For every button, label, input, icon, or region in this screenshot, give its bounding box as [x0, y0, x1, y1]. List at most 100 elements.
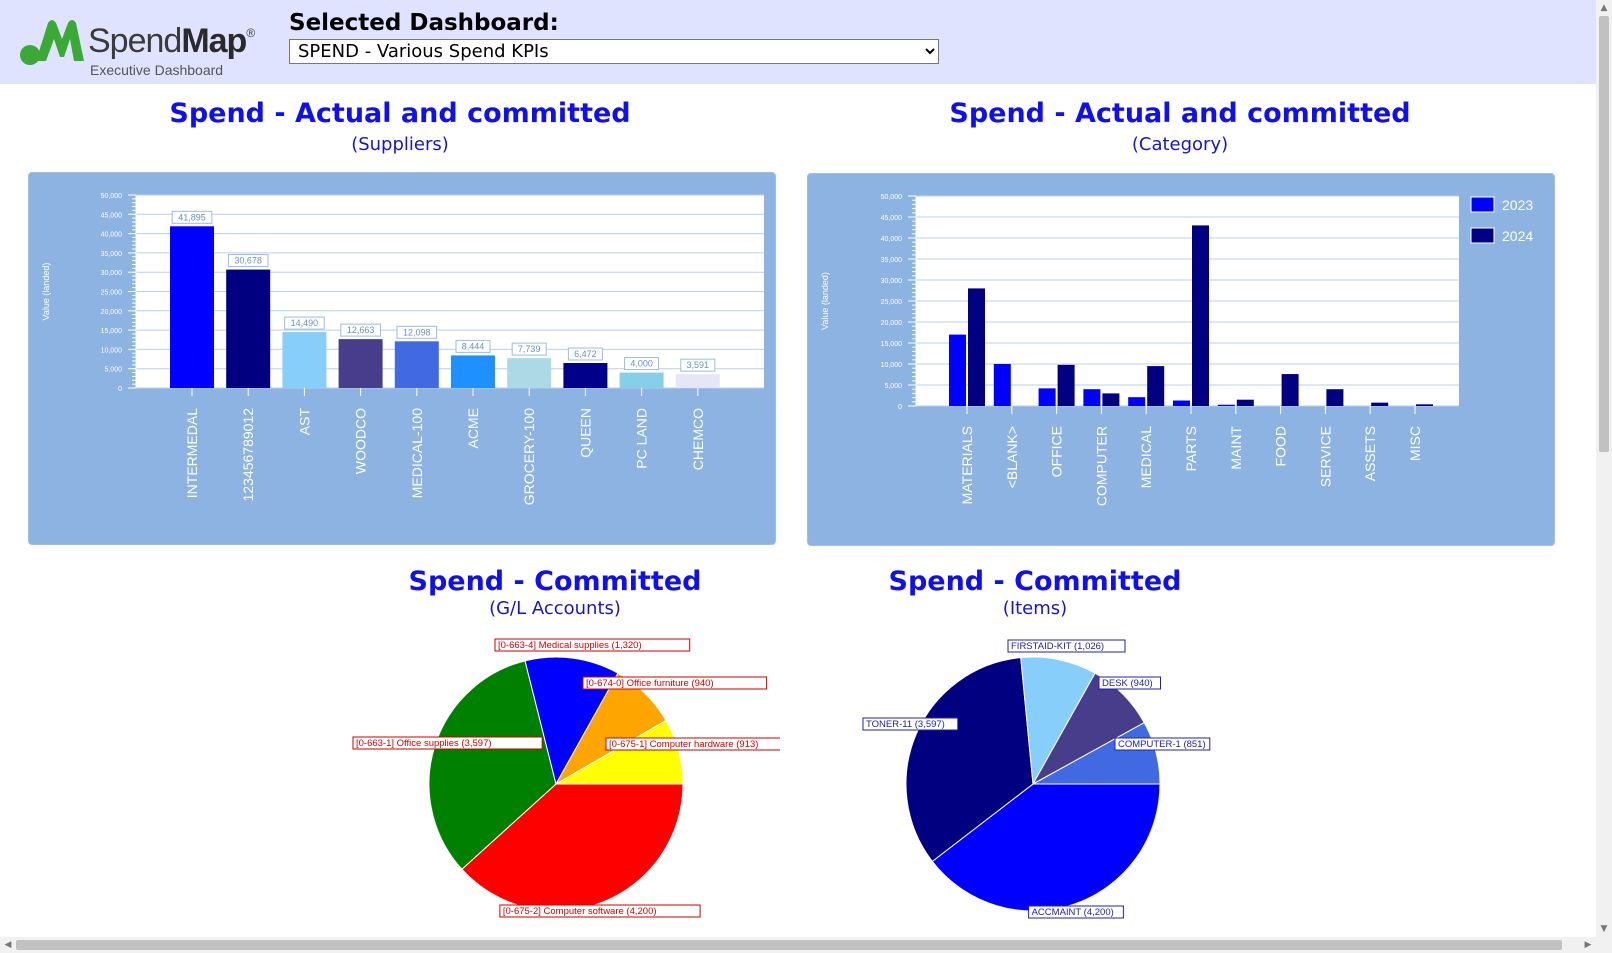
- category-bar-chart: 0 5,000 10,000 15,000 20,000 25,000 30,000 35,0…: [820, 194, 1533, 506]
- y-tick-label: 25,000: [101, 290, 123, 297]
- y-tick-label: 40,000: [101, 232, 123, 239]
- x-category-label-ast: AST: [296, 408, 312, 436]
- pie-label-box: [1028, 905, 1124, 919]
- pie-slice-0-675-2-computer-software-4-200: [461, 783, 684, 912]
- scroll-left-icon[interactable]: ◀: [4, 940, 12, 950]
- pie-label-box: [1114, 737, 1211, 751]
- y-tick-label: 40,000: [881, 236, 903, 243]
- data-label-box: [455, 339, 491, 353]
- bar-intermedal: [170, 226, 214, 388]
- bar-queen: [563, 363, 608, 388]
- suppliers-chart-title: Spend - Actual and committed: [169, 98, 631, 129]
- items-chart-subtitle: (Items): [1002, 598, 1068, 619]
- bar-grocery-100: [507, 358, 552, 388]
- gl-pie-svg: [0-675-2] Computer software (4,200) [0-66…: [352, 638, 780, 918]
- y-tick-label: 5,000: [104, 367, 122, 374]
- legend-swatch-2023: [1470, 196, 1495, 213]
- bar-pc-land: [619, 372, 664, 388]
- spendmap-logo[interactable]: SpendMap® Executive Dashboard: [18, 14, 268, 80]
- logo-mark-icon: [20, 20, 84, 65]
- y-tick-label: 25,000: [881, 299, 903, 306]
- scroll-up-icon[interactable]: ▲: [1600, 3, 1608, 13]
- y-tick-label: 35,000: [101, 251, 123, 258]
- horizontal-scroll-thumb[interactable]: [16, 940, 1562, 950]
- y-tick-label: 30,000: [881, 278, 903, 285]
- x-category-label-misc: MISC: [1407, 426, 1423, 461]
- y-tick-label: 10,000: [881, 362, 903, 369]
- bar-computer-2024: [1102, 393, 1120, 406]
- data-label-medical-100: 12,098: [403, 327, 431, 337]
- y-tick-label: 15,000: [101, 328, 123, 335]
- data-label-intermedal: 41,895: [178, 212, 206, 222]
- gl-pie-chart: [0-675-2] Computer software (4,200) [0-66…: [340, 638, 780, 922]
- bar-chemco: [675, 374, 720, 388]
- logo-wordmark: SpendMap®: [88, 22, 255, 60]
- pie-label-box: [605, 737, 780, 751]
- pie-label-box: [1098, 676, 1161, 690]
- pie-slice-accmaint-4-200: [931, 783, 1161, 912]
- category-chart-title: Spend - Actual and committed: [949, 98, 1411, 129]
- y-tick-label: 45,000: [881, 215, 903, 222]
- pie-label-0-675-1-computer-hardware-913: [0-675-1] Computer hardware (913): [609, 739, 758, 750]
- pie-label-box: [499, 904, 701, 918]
- scroll-right-icon[interactable]: ▶: [1584, 940, 1592, 950]
- suppliers-bar-chart: 0 5,000 10,000 15,000 20,000 25,000 30,000 35,0…: [41, 193, 764, 505]
- items-pie-svg: ACCMAINT (4,200) TONER-11 (3,597) FIRSTAID…: [862, 639, 1211, 919]
- scroll-down-icon[interactable]: ▼: [1600, 924, 1608, 934]
- data-label-ast: 14,490: [291, 318, 319, 328]
- x-category-label-pc-land: PC LAND: [634, 408, 650, 469]
- data-label-acme: 8,444: [462, 341, 485, 351]
- suppliers-chart-panel: 0 5,000 10,000 15,000 20,000 25,000 30,000 35,0…: [28, 172, 776, 545]
- bar-blank-2023: [993, 364, 1011, 406]
- data-label-queen: 6,472: [574, 349, 597, 359]
- selected-dashboard-label: Selected Dashboard:: [289, 10, 559, 36]
- pie-label-toner-11-3-597: TONER-11 (3,597): [866, 719, 945, 730]
- bar-food-2024: [1281, 374, 1299, 406]
- y-axis-label: Value (landed): [820, 272, 830, 330]
- items-pie-chart: ACCMAINT (4,200) TONER-11 (3,597) FIRSTAID…: [850, 638, 1230, 922]
- pie-slice-toner-11-3-597: [905, 657, 1034, 863]
- dashboard-select[interactable]: SPEND - Various Spend KPIs: [289, 39, 939, 64]
- pie-label-box: [352, 736, 543, 750]
- pie-label-accmaint-4-200: ACCMAINT (4,200): [1032, 907, 1114, 918]
- legend-swatch-2024: [1470, 227, 1495, 244]
- y-axis-label: Value (landed): [41, 263, 51, 321]
- y-tick-label: 0: [118, 386, 122, 393]
- x-category-label-materials: MATERIALS: [959, 426, 975, 504]
- data-label-box: [567, 347, 603, 361]
- vertical-scrollbar[interactable]: ▲ ▼: [1596, 0, 1612, 953]
- horizontal-scrollbar[interactable]: ◀ ▶: [0, 937, 1596, 953]
- pie-label-0-663-4-medical-supplies-1-320: [0-663-4] Medical supplies (1,320): [498, 640, 642, 651]
- vertical-scroll-thumb[interactable]: [1599, 16, 1609, 452]
- bar-maint-2024: [1236, 399, 1254, 406]
- bar-medical-2024: [1147, 366, 1165, 406]
- bar-misc-2024: [1416, 404, 1433, 406]
- data-label-woodco: 12,663: [347, 325, 375, 335]
- pie-label-0-674-0-office-furniture-940: [0-674-0] Office furniture (940): [586, 678, 714, 689]
- data-label-box: [171, 210, 213, 224]
- x-category-label-parts: PARTS: [1183, 426, 1199, 471]
- x-category-label-123456789012: 123456789012: [240, 408, 256, 502]
- legend-label-2023: 2023: [1502, 197, 1533, 213]
- x-category-label-woodco: WOODCO: [353, 408, 369, 474]
- bar-materials-2023: [949, 334, 966, 406]
- x-category-label-blank: <BLANK>: [1004, 426, 1020, 488]
- bar-assets-2024: [1371, 402, 1389, 406]
- gl-chart-subtitle: (G/L Accounts): [489, 598, 621, 619]
- data-label-box: [340, 323, 381, 337]
- bar-123456789012: [226, 269, 271, 388]
- y-tick-label: 20,000: [101, 309, 123, 316]
- bar-ast: [282, 332, 327, 388]
- y-tick-label: 15,000: [881, 341, 903, 348]
- y-tick-label: 30,000: [101, 270, 123, 277]
- suppliers-chart-subtitle: (Suppliers): [351, 134, 449, 155]
- x-category-label-medical: MEDICAL: [1138, 426, 1154, 488]
- x-category-label-service: SERVICE: [1317, 426, 1333, 487]
- x-category-label-acme: ACME: [465, 408, 481, 448]
- header-bar: SpendMap® Executive Dashboard Selected D…: [0, 0, 1596, 84]
- y-tick-label: 10,000: [101, 347, 123, 354]
- bar-service-2024: [1326, 389, 1344, 406]
- pie-label-firstaid-kit-1-026: FIRSTAID-KIT (1,026): [1011, 641, 1104, 652]
- data-label-box: [624, 357, 660, 371]
- x-category-label-intermedal: INTERMEDAL: [184, 408, 200, 498]
